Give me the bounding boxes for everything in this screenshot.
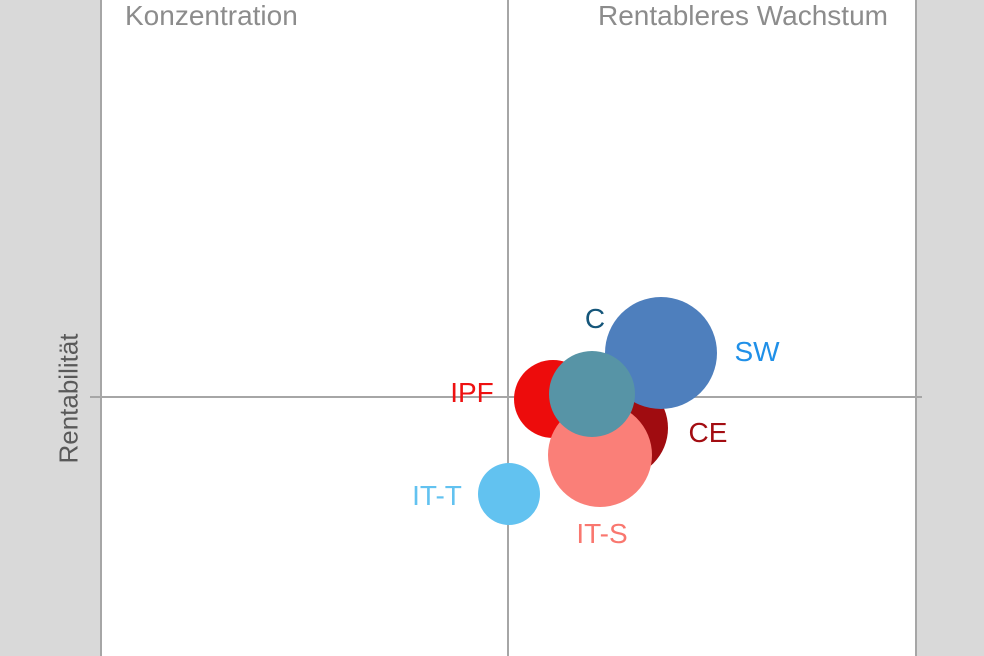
bubble-IT-T [478,463,540,525]
quadrant-label-top-left: Konzentration [125,0,298,31]
bubble-label-SW: SW [734,336,780,367]
bubble-C [549,351,635,437]
bubbles-group [478,297,717,525]
bubble-labels-group: SW C IPF CE IT-S IT-T [412,303,780,549]
bubble-SW [605,297,717,409]
quadrant-label-top-right: Rentableres Wachstum [598,0,888,31]
bubble-label-IPF: IPF [450,377,494,408]
bubble-label-CE: CE [689,417,728,448]
bubble-label-IT-T: IT-T [412,480,462,511]
bubble-label-C: C [585,303,605,334]
bubble-label-IT-S: IT-S [576,518,627,549]
